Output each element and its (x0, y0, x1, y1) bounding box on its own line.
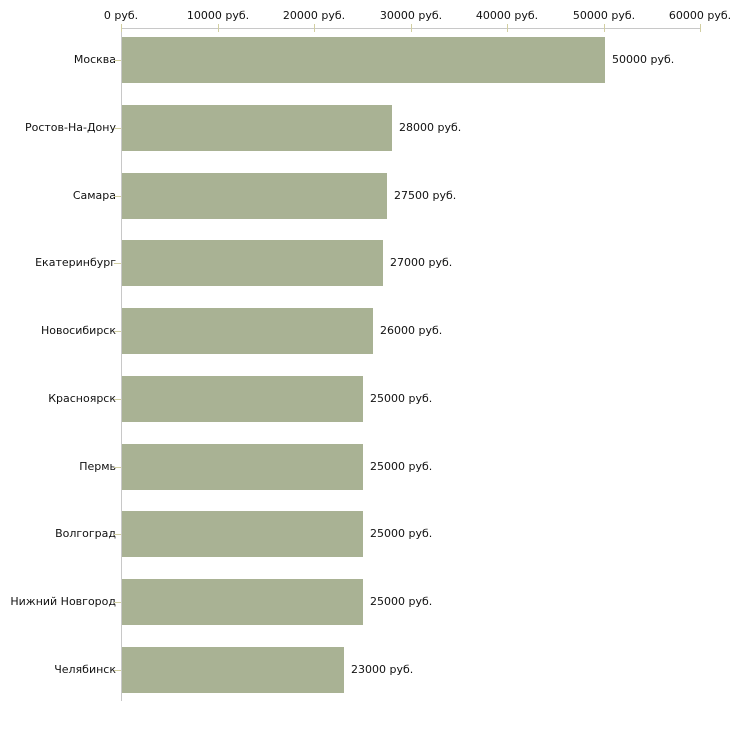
bar (122, 173, 387, 219)
category-label: Новосибирск (40, 324, 116, 337)
bar (122, 376, 363, 422)
category-label: Самара (72, 189, 116, 202)
x-axis-tick (411, 24, 412, 32)
bar (122, 579, 363, 625)
category-axis-tick (114, 467, 121, 468)
category-label: Ростов-На-Дону (24, 121, 116, 134)
category-label: Москва (73, 53, 116, 66)
category-label: Пермь (79, 460, 116, 473)
y-axis-line (121, 28, 122, 701)
x-axis-tick (507, 24, 508, 32)
category-label: Волгоград (55, 527, 116, 540)
category-axis-tick (114, 263, 121, 264)
value-label: 50000 руб. (612, 53, 675, 66)
category-label: Челябинск (54, 663, 116, 676)
bar (122, 240, 383, 286)
category-axis-tick (114, 60, 121, 61)
x-axis-tick-label: 60000 руб. (668, 9, 730, 22)
category-label: Красноярск (48, 392, 116, 405)
value-label: 25000 руб. (370, 392, 433, 405)
category-axis-tick (114, 399, 121, 400)
category-label: Нижний Новгород (10, 595, 116, 608)
category-axis-tick (114, 670, 121, 671)
value-label: 25000 руб. (370, 527, 433, 540)
value-label: 26000 руб. (380, 324, 443, 337)
value-label: 28000 руб. (399, 121, 462, 134)
x-axis-tick (604, 24, 605, 32)
value-label: 25000 руб. (370, 460, 433, 473)
value-label: 23000 руб. (351, 663, 414, 676)
x-axis-tick-label: 0 руб. (103, 9, 139, 22)
bar (122, 647, 344, 693)
value-label: 27500 руб. (394, 189, 457, 202)
value-label: 27000 руб. (390, 256, 453, 269)
x-axis-tick (314, 24, 315, 32)
bar (122, 444, 363, 490)
category-axis-tick (114, 128, 121, 129)
x-axis-tick (700, 24, 701, 32)
x-axis-tick (121, 24, 122, 32)
x-axis-tick-label: 40000 руб. (475, 9, 539, 22)
bar (122, 308, 373, 354)
x-axis-tick (218, 24, 219, 32)
value-label: 25000 руб. (370, 595, 433, 608)
category-axis-tick (114, 196, 121, 197)
bar (122, 105, 392, 151)
category-axis-tick (114, 331, 121, 332)
bar (122, 511, 363, 557)
x-axis-tick-label: 30000 руб. (379, 9, 443, 22)
x-axis-tick-label: 50000 руб. (572, 9, 636, 22)
category-axis-tick (114, 534, 121, 535)
x-axis-tick-label: 10000 руб. (186, 9, 250, 22)
x-axis-tick-label: 20000 руб. (282, 9, 346, 22)
category-axis-tick (114, 602, 121, 603)
category-label: Екатеринбург (35, 256, 116, 269)
bar (122, 37, 605, 83)
